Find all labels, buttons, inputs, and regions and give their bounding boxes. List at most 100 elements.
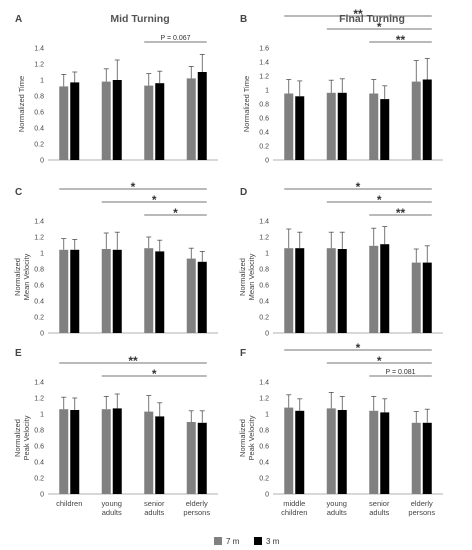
panel-letter: D	[240, 187, 247, 198]
significance-label: *	[356, 341, 361, 355]
x-tick-label-line: adults	[144, 508, 164, 517]
y-tick-label: 0.4	[259, 460, 269, 467]
significance-label: P = 0.067	[160, 35, 190, 42]
significance-label: *	[152, 193, 157, 207]
x-tick-label-line: persons	[408, 508, 435, 517]
legend: 7 m 3 m	[214, 537, 280, 546]
x-tick-label: elderly persons	[183, 499, 210, 517]
y-tick-label: 0.2	[34, 142, 44, 149]
bar	[101, 249, 111, 333]
bar	[411, 81, 421, 160]
y-tick-label: 1	[40, 78, 44, 85]
x-tick-label-line: children	[281, 508, 307, 517]
y-axis-label: Normalized Time	[242, 76, 251, 132]
y-axis-label-line: Mean Velocity	[22, 253, 31, 300]
y-tick-label: 1.4	[34, 46, 44, 53]
significance-label: P = 0.081	[385, 369, 415, 376]
bar	[326, 92, 336, 160]
bar	[70, 82, 80, 160]
panel-letter: B	[240, 14, 247, 25]
bar	[155, 83, 165, 160]
y-tick-label: 0	[265, 331, 269, 338]
y-tick-label: 0	[265, 492, 269, 499]
bar	[295, 96, 305, 160]
panels: A 0 0.2 0.4 0.6 0.8 1 1.2 1.4 Normalized Time P = …	[13, 7, 443, 517]
y-tick-label: 1.2	[34, 62, 44, 69]
y-axis-label-line: Normalized	[238, 419, 247, 457]
x-tick-label: senior adults	[369, 499, 390, 517]
column-title-final-turning: Final Turning	[339, 13, 405, 25]
x-tick-label-line: adults	[327, 508, 347, 517]
y-tick-label: 0.4	[259, 130, 269, 137]
bar	[411, 262, 421, 333]
bar	[197, 72, 207, 160]
legend-label-7m: 7 m	[226, 537, 240, 546]
bar	[186, 78, 196, 160]
legend-swatch-7m	[214, 537, 222, 545]
y-tick-label: 1.2	[259, 235, 269, 242]
panel-letter: C	[15, 187, 22, 198]
bar	[186, 258, 196, 333]
bar	[112, 80, 122, 160]
y-axis-label-line: Normalized	[238, 258, 247, 296]
y-axis-label: NormalizedPeak Velocity	[13, 415, 31, 460]
bar	[59, 86, 69, 160]
panel-d: D 0 0.2 0.4 0.6 0.8 1 1.2 1.4 NormalizedMean Velo…	[238, 180, 443, 338]
bar	[59, 249, 69, 333]
bar	[144, 85, 154, 160]
y-axis-label: NormalizedMean Velocity	[238, 253, 256, 300]
bar	[337, 249, 347, 333]
significance-label: **	[353, 7, 363, 21]
y-tick-label: 0.2	[259, 476, 269, 483]
y-tick-label: 0	[40, 331, 44, 338]
significance-label: **	[128, 354, 138, 368]
panel-letter: F	[240, 348, 246, 359]
x-tick-label: elderly persons	[408, 499, 435, 517]
legend-label-3m: 3 m	[266, 537, 280, 546]
y-tick-label: 1	[265, 412, 269, 419]
bar	[337, 92, 347, 160]
y-axis-label: NormalizedPeak Velocity	[238, 415, 256, 460]
y-tick-label: 0.4	[34, 126, 44, 133]
y-tick-label: 0.4	[34, 299, 44, 306]
y-tick-label: 0.8	[34, 267, 44, 274]
bar	[112, 408, 122, 494]
x-tick-label-line: senior	[144, 499, 165, 508]
bar	[155, 416, 165, 494]
y-tick-label: 1.4	[34, 380, 44, 387]
y-tick-label: 1	[265, 251, 269, 258]
x-tick-label-line: middle	[283, 499, 305, 508]
x-tick-label-line: senior	[369, 499, 390, 508]
y-tick-label: 1.2	[259, 74, 269, 81]
bar	[369, 410, 379, 494]
y-tick-label: 1.6	[259, 46, 269, 53]
y-axis-label-line: Mean Velocity	[247, 253, 256, 300]
x-tick-label: middle children	[281, 499, 307, 517]
bar	[369, 93, 379, 160]
bar	[155, 251, 165, 333]
x-tick-label: young adults	[102, 499, 122, 517]
bar	[326, 248, 336, 333]
y-tick-label: 1	[40, 412, 44, 419]
x-tick-label: children	[56, 499, 82, 508]
y-axis-label-line: Normalized	[13, 419, 22, 457]
bar	[197, 422, 207, 494]
x-tick-label-line: elderly	[186, 499, 208, 508]
bar	[70, 249, 80, 333]
legend-swatch-3m	[254, 537, 262, 545]
panel-a: A 0 0.2 0.4 0.6 0.8 1 1.2 1.4 Normalized Time P = …	[15, 14, 218, 165]
y-tick-label: 0.2	[259, 315, 269, 322]
bar	[284, 248, 294, 333]
y-tick-label: 0.8	[34, 428, 44, 435]
y-tick-label: 1	[40, 251, 44, 258]
y-tick-label: 1.2	[259, 396, 269, 403]
significance-label: *	[152, 367, 157, 381]
bar	[70, 410, 80, 494]
bar	[144, 248, 154, 333]
panel-e: E 0 0.2 0.4 0.6 0.8 1 1.2 1.4 NormalizedPeak Velo…	[13, 348, 218, 517]
y-tick-label: 0.6	[259, 116, 269, 123]
x-tick-label: young adults	[327, 499, 347, 517]
y-tick-label: 0	[40, 492, 44, 499]
y-tick-label: 0.6	[259, 283, 269, 290]
